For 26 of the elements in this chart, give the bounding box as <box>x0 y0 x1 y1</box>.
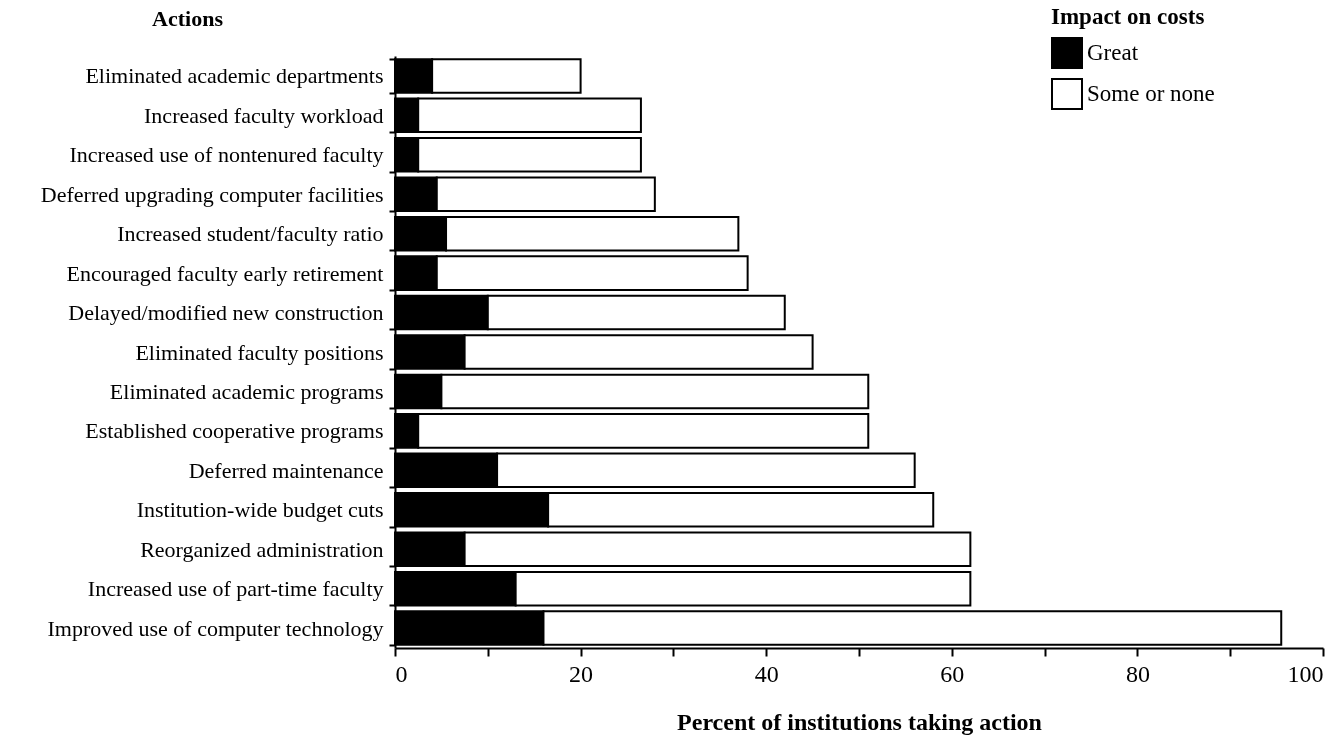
x-tick-label: 40 <box>754 660 779 687</box>
y-axis-title: Actions <box>152 5 224 31</box>
x-axis-title: Percent of institutions taking action <box>677 708 1042 735</box>
y-tick-label: Deferred upgrading computer facilities <box>40 181 384 207</box>
x-tick-label: 80 <box>1125 660 1150 687</box>
x-tick-label: 20 <box>569 660 594 687</box>
y-tick-label: Eliminated faculty positions <box>135 339 384 365</box>
x-tick-label: 60 <box>940 660 965 687</box>
y-tick-label: Deferred maintenance <box>188 457 384 483</box>
y-tick-label: Institution-wide budget cuts <box>136 497 384 523</box>
legend-label: Some or none <box>1087 81 1215 106</box>
y-tick-label: Reorganized administration <box>140 536 384 562</box>
y-tick-label: Improved use of computer technology <box>47 615 384 641</box>
legend-label: Great <box>1087 40 1139 65</box>
y-tick-label: Eliminated academic programs <box>109 378 384 404</box>
y-tick-label: Eliminated academic departments <box>85 63 384 89</box>
legend-title: Impact on costs <box>1051 4 1205 29</box>
y-tick-label: Delayed/modified new construction <box>68 300 384 326</box>
y-tick-label: Increased use of nontenured faculty <box>69 142 384 168</box>
y-tick-label: Increased student/faculty ratio <box>117 221 384 247</box>
y-tick-label: Increased faculty workload <box>144 102 384 128</box>
y-tick-label: Increased use of part-time faculty <box>87 576 384 602</box>
y-tick-label: Encouraged faculty early retirement <box>66 260 384 286</box>
x-tick-label: 100 <box>1287 660 1324 687</box>
x-tick-label: 0 <box>395 660 408 687</box>
y-tick-label: Established cooperative programs <box>85 418 384 444</box>
